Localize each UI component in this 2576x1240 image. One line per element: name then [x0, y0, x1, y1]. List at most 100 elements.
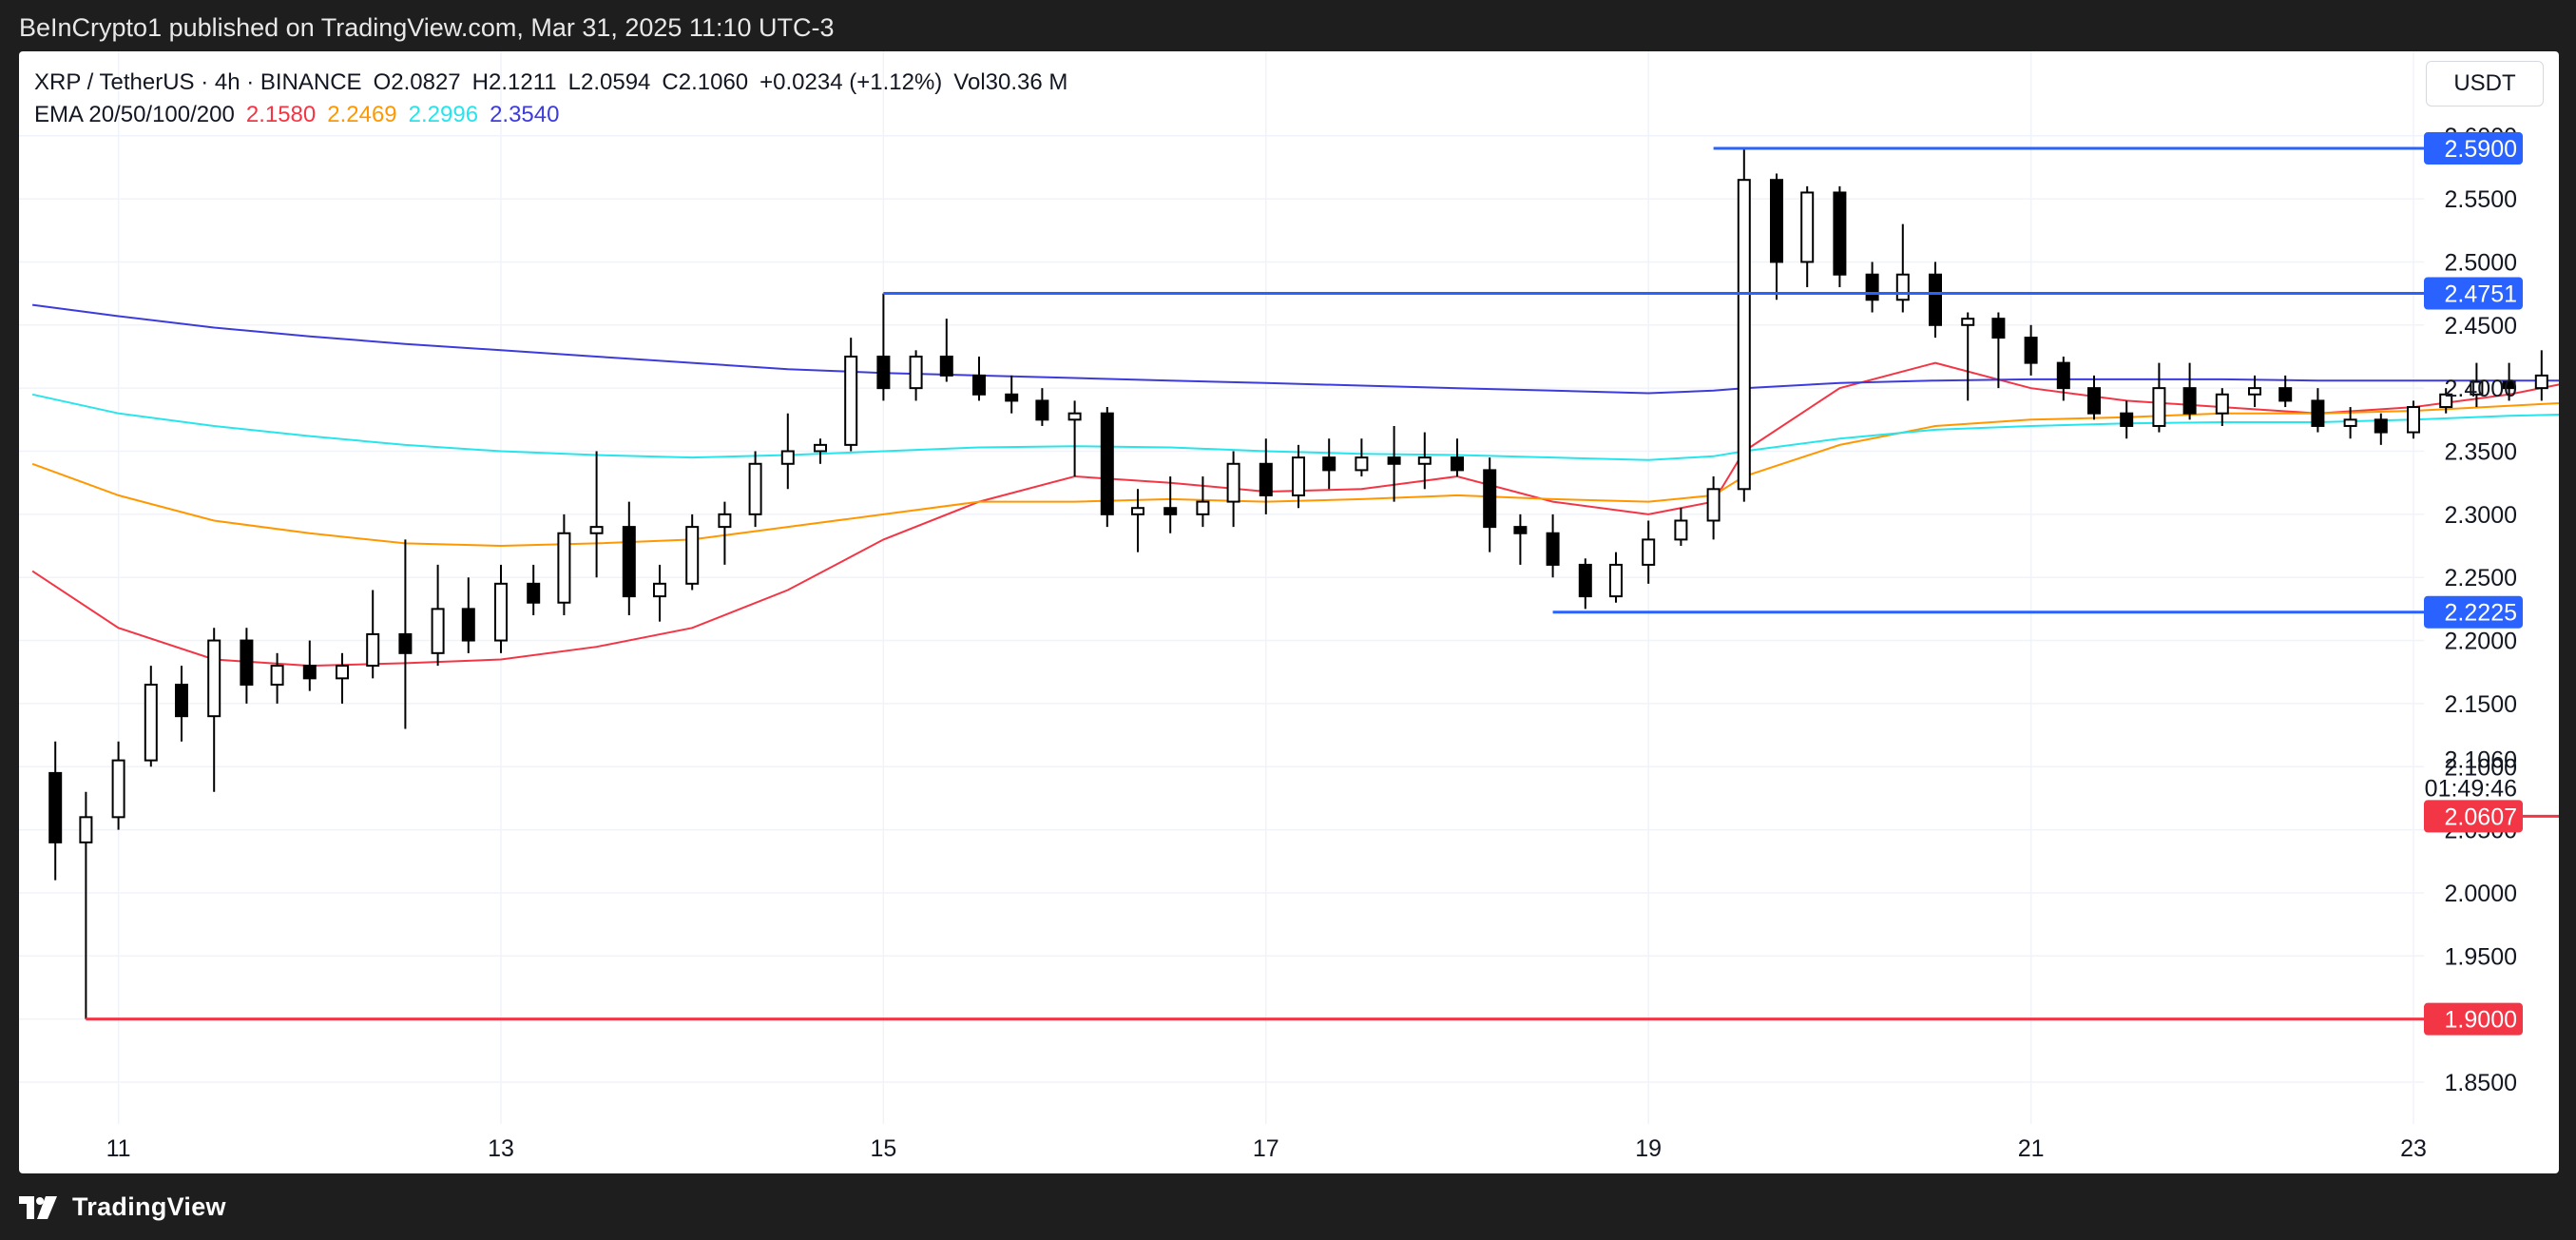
- candle-body: [814, 443, 828, 453]
- candle-body: [2056, 361, 2070, 390]
- bear-candle: [1322, 438, 1336, 490]
- candle-body: [652, 582, 666, 598]
- bull-candle: [1130, 489, 1144, 552]
- candle-body: [1833, 191, 1847, 276]
- bear-candle: [1483, 457, 1497, 552]
- price-scale: 1.85001.90001.95002.00002.05002.10002.15…: [2424, 124, 2523, 1096]
- candle-body: [2502, 380, 2516, 390]
- last-price-label: 2.1060: [2445, 746, 2517, 773]
- bear-candle: [1770, 173, 1784, 300]
- level-badge: 2.0607: [2424, 800, 2523, 833]
- bull-candle: [366, 590, 380, 679]
- candle-body: [1929, 273, 1942, 326]
- bull-candle: [1608, 552, 1623, 603]
- bull-candle: [2534, 350, 2548, 401]
- candle-body: [2343, 418, 2357, 427]
- bull-candle: [1292, 444, 1306, 509]
- candle-body: [2152, 387, 2166, 427]
- bear-candle: [1035, 388, 1049, 426]
- low-value: 2.0594: [580, 69, 651, 95]
- candle-body: [876, 355, 891, 390]
- candle-body: [2248, 387, 2262, 396]
- ema50-value: 2.2469: [327, 102, 397, 127]
- bear-candle: [240, 628, 254, 704]
- chart-panel[interactable]: XRP / TetherUS · 4h · BINANCE O2.0827 H2…: [19, 51, 2559, 1173]
- countdown-label: 01:49:46: [2425, 775, 2517, 802]
- bull-candle: [2439, 388, 2453, 414]
- bear-candle: [972, 356, 986, 401]
- bear-candle: [939, 319, 953, 382]
- symbol-label[interactable]: XRP / TetherUS · 4h · BINANCE: [34, 69, 362, 95]
- ema200-value: 2.3540: [490, 102, 560, 127]
- candle-body: [2374, 418, 2388, 434]
- bull-candle: [685, 513, 700, 591]
- candle-body: [527, 582, 541, 604]
- ema-lines: [31, 303, 2559, 668]
- ema-line: [31, 393, 2559, 461]
- price-chart[interactable]: 1.85001.90001.95002.00002.05002.10002.15…: [19, 51, 2559, 1173]
- candle-body: [2534, 374, 2548, 390]
- bear-candle: [174, 666, 188, 742]
- level-badge-label: 2.2225: [2445, 600, 2517, 627]
- level-badge: 2.2225: [2424, 595, 2523, 629]
- candle-body: [2215, 393, 2229, 415]
- candle-body: [174, 683, 188, 718]
- level-badge-bg: [2424, 1002, 2523, 1036]
- bull-candle: [111, 741, 125, 830]
- x-tick-label: 23: [2400, 1135, 2427, 1162]
- ema-label[interactable]: EMA 20/50/100/200: [34, 102, 235, 127]
- bull-candle: [1706, 476, 1721, 540]
- low-value-group: L2.0594: [568, 67, 651, 99]
- footer-bar: TradingView: [0, 1173, 2576, 1240]
- candle-body: [2024, 337, 2038, 364]
- bear-candle: [1451, 438, 1464, 477]
- candle-body: [1706, 488, 1721, 522]
- candle-body: [557, 532, 571, 604]
- candle-body: [207, 639, 221, 718]
- candle-body: [622, 526, 636, 598]
- bear-candle: [2120, 400, 2134, 439]
- candle-body: [111, 759, 125, 819]
- open-label: O: [373, 69, 392, 95]
- tradingview-brand[interactable]: TradingView: [19, 1192, 226, 1222]
- candle-body: [48, 771, 63, 843]
- candle-body: [844, 355, 858, 446]
- bull-candle: [652, 564, 666, 622]
- level-badge-bg: [2424, 132, 2523, 165]
- bull-candle: [1895, 223, 1910, 313]
- bear-candle: [1259, 438, 1273, 514]
- tradingview-wordmark: TradingView: [72, 1192, 226, 1221]
- bull-candle: [589, 451, 604, 578]
- low-label: L: [567, 69, 581, 95]
- candle-body: [1961, 318, 1975, 326]
- candle-body: [589, 526, 604, 534]
- candle-body: [2470, 380, 2484, 396]
- ema100-value: 2.2996: [408, 102, 479, 127]
- ohlc-row: XRP / TetherUS · 4h · BINANCE O2.0827 H2…: [34, 67, 1067, 99]
- bear-candle: [2056, 356, 2070, 401]
- bull-candle: [1800, 185, 1815, 287]
- bull-candle: [2215, 388, 2229, 426]
- candle-body: [1674, 519, 1688, 541]
- candle-body: [1163, 507, 1178, 515]
- level-badge-label: 2.5900: [2445, 136, 2517, 163]
- y-tick-label: 2.3500: [2445, 439, 2517, 466]
- x-tick-label: 17: [1253, 1135, 1279, 1162]
- currency-button[interactable]: USDT: [2426, 61, 2544, 107]
- bear-candle: [1163, 476, 1178, 533]
- candle-body: [939, 355, 953, 377]
- candle-body: [2407, 406, 2420, 434]
- candle-body: [2086, 387, 2101, 415]
- x-tick-label: 21: [2018, 1135, 2045, 1162]
- candle-body: [2120, 412, 2134, 427]
- open-value-group: O2.0827: [374, 67, 461, 99]
- bull-candle: [270, 652, 284, 704]
- y-tick-label: 2.3000: [2445, 502, 2517, 529]
- bear-candle: [461, 577, 475, 653]
- candle-body: [270, 665, 284, 686]
- x-tick-label: 19: [1635, 1135, 1662, 1162]
- candle-body: [302, 665, 317, 680]
- candle-body: [1100, 412, 1114, 515]
- levels: [86, 146, 2559, 1021]
- candle-body: [2182, 387, 2197, 415]
